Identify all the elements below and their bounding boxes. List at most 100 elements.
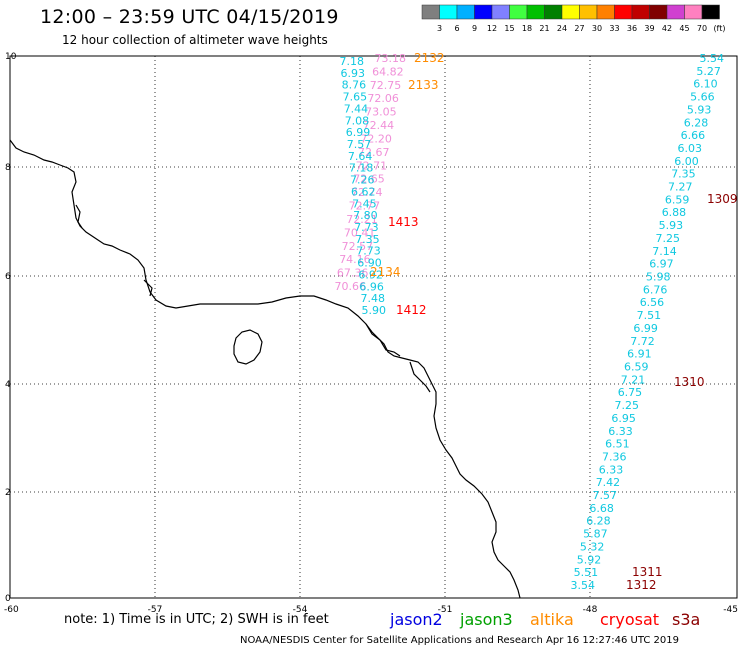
wave-height-value: 7.65 xyxy=(343,91,368,104)
wave-height-value: 6.97 xyxy=(649,258,674,271)
wave-height-value: 72.71 xyxy=(356,159,388,172)
wave-height-value: 5.27 xyxy=(696,65,721,78)
pass-time-label: 1413 xyxy=(388,215,419,229)
wave-height-value: 72.44 xyxy=(363,119,395,132)
wave-height-value: 6.56 xyxy=(640,296,665,309)
wave-height-value: 7.08 xyxy=(345,114,370,127)
wave-height-value: 6.66 xyxy=(681,129,706,142)
latitude-label: 8 xyxy=(5,163,11,173)
latitude-label: 0 xyxy=(5,594,11,604)
wave-height-value: 5.90 xyxy=(362,304,387,317)
color-scale-label: 33 xyxy=(609,24,619,33)
marajo-island xyxy=(233,329,263,365)
color-scale-label: 15 xyxy=(504,24,514,33)
wave-height-value: 6.91 xyxy=(627,348,652,361)
wave-height-value: 7.35 xyxy=(671,168,696,181)
wave-height-value: 8.76 xyxy=(342,79,367,92)
legend-entry-jason2: jason2 xyxy=(390,610,443,629)
wave-height-value: 67.36 xyxy=(337,267,369,280)
latitude-label: 6 xyxy=(5,272,11,282)
wave-height-value: 7.14 xyxy=(652,245,677,258)
wave-height-value: 72.06 xyxy=(367,92,399,105)
wave-height-value: 7.64 xyxy=(348,150,373,163)
legend-entry-jason3: jason3 xyxy=(460,610,513,629)
wave-height-value: 7.73 xyxy=(356,245,381,258)
wave-height-value: 7.44 xyxy=(344,102,369,115)
wave-height-value: 64.82 xyxy=(372,65,404,78)
map-title: 12:00 – 23:59 UTC 04/15/2019 xyxy=(40,6,339,28)
wave-height-value: 7.51 xyxy=(637,309,662,322)
wave-height-value: 7.48 xyxy=(361,292,386,305)
wave-height-value: 6.51 xyxy=(605,438,630,451)
longitude-label: -51 xyxy=(438,605,453,615)
color-scale-label: 45 xyxy=(679,24,689,33)
legend-entry-s3a: s3a xyxy=(672,610,701,629)
longitude-label: -45 xyxy=(723,605,738,615)
footer-credit: NOAA/NESDIS Center for Satellite Applica… xyxy=(240,635,679,646)
wave-height-value: 5.92 xyxy=(577,553,602,566)
wave-height-value: 5.87 xyxy=(583,528,608,541)
wave-height-value: 7.26 xyxy=(350,174,375,187)
color-scale-label: 18 xyxy=(522,24,532,33)
longitude-label: -48 xyxy=(583,605,598,615)
pass-time-label: 2134 xyxy=(370,265,401,279)
color-scale-unit: (ft) xyxy=(713,24,725,33)
color-swatch xyxy=(701,4,720,20)
color-scale-label: 30 xyxy=(592,24,602,33)
longitude-label: -60 xyxy=(4,605,19,615)
wave-height-value: 6.68 xyxy=(589,502,614,515)
wave-height-value: 6.75 xyxy=(618,386,643,399)
legend-entry-altika: altika xyxy=(530,610,574,629)
pass-time-label: 2133 xyxy=(408,78,439,92)
wave-height-value: 5.51 xyxy=(574,566,599,579)
color-scale-label: 24 xyxy=(557,24,567,33)
map-subtitle: 12 hour collection of altimeter wave hei… xyxy=(62,33,328,47)
color-scale-label: 42 xyxy=(662,24,672,33)
wave-height-value: 6.33 xyxy=(608,425,633,438)
axis-labels: -60 -57 -54 -51 -48 -45 10 8 6 4 2 0 xyxy=(4,52,738,615)
coastline-amazon-delta xyxy=(365,323,401,357)
wave-height-value: 73.18 xyxy=(375,52,407,65)
color-scale-label: 12 xyxy=(487,24,497,33)
wave-height-value: 5.54 xyxy=(700,52,725,65)
wave-height-value: 7.27 xyxy=(668,181,693,194)
wave-height-value: 6.95 xyxy=(611,412,636,425)
wave-height-value: 6.62 xyxy=(351,185,376,198)
wave-height-value: 7.35 xyxy=(355,233,380,246)
longitude-label: -57 xyxy=(148,605,163,615)
coastline-river-mouth xyxy=(143,279,153,297)
latitude-label: 2 xyxy=(5,488,11,498)
pass-time-label: 1311 xyxy=(632,565,663,579)
latitude-label: 10 xyxy=(5,52,17,62)
wave-height-value: 6.99 xyxy=(633,322,658,335)
wave-height-value: 7.80 xyxy=(353,209,378,222)
wave-height-value: 7.57 xyxy=(347,138,372,151)
wave-height-value: 6.76 xyxy=(643,283,668,296)
wave-height-value: 72.77 xyxy=(349,200,381,213)
wave-height-value: 6.03 xyxy=(678,142,703,155)
pass-time-label: 1310 xyxy=(674,375,705,389)
wave-height-value: 6.00 xyxy=(674,155,699,168)
wave-height-value: 6.33 xyxy=(599,463,624,476)
color-scale-label: 3 xyxy=(437,24,442,33)
wave-height-value: 6.88 xyxy=(662,206,687,219)
color-scale-label: 6 xyxy=(454,24,459,33)
wave-height-value: 7.42 xyxy=(596,476,621,489)
pass-time-label: 1309 xyxy=(707,192,738,206)
wave-height-value: 5.66 xyxy=(690,91,715,104)
wave-height-value: 7.21 xyxy=(621,373,646,386)
color-scale-label: 39 xyxy=(644,24,654,33)
satellite-tracks: 5.545.276.105.665.936.286.666.036.007.35… xyxy=(335,51,738,592)
wave-height-value: 5.32 xyxy=(580,540,605,553)
wave-height-value: 5.93 xyxy=(687,103,712,116)
color-scale-label: 21 xyxy=(539,24,549,33)
color-scale-label: 70 xyxy=(697,24,707,33)
coastline-amazon-mouth xyxy=(409,361,431,393)
wave-height-value: 7.72 xyxy=(630,335,655,348)
wave-height-value: 6.96 xyxy=(359,280,384,293)
color-scale-label: 9 xyxy=(472,24,477,33)
wave-height-value: 7.18 xyxy=(349,162,374,175)
wave-height-value: 6.28 xyxy=(586,515,611,528)
pass-time-label: 1312 xyxy=(626,578,657,592)
